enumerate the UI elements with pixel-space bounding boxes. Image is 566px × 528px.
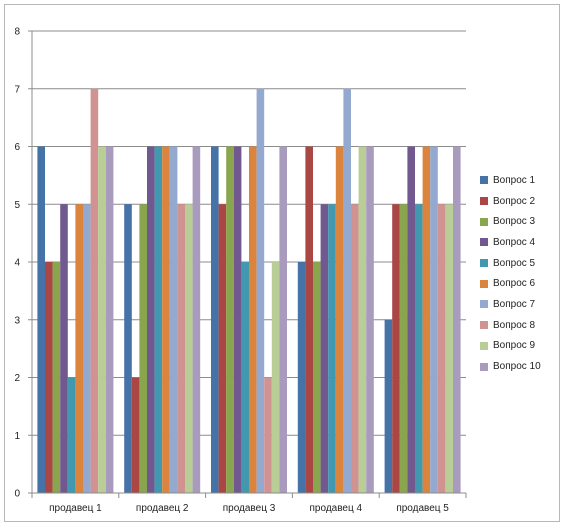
- legend-item: Вопрос 1: [480, 170, 560, 191]
- bar: [305, 146, 313, 493]
- legend-label: Вопрос 6: [493, 278, 536, 290]
- bar: [422, 146, 431, 493]
- bar: [437, 204, 446, 493]
- legend-label: Вопрос 10: [493, 361, 541, 373]
- legend-label: Вопрос 9: [493, 340, 536, 352]
- legend-swatch: [480, 321, 488, 330]
- bar: [60, 204, 68, 493]
- y-tick-label: 8: [14, 27, 20, 38]
- legend-item: Вопрос 4: [480, 232, 560, 253]
- bar: [124, 204, 132, 493]
- legend-swatch: [480, 259, 488, 268]
- legend-label: Вопрос 8: [493, 319, 536, 331]
- legend-label: Вопрос 3: [493, 216, 536, 228]
- legend-item: Вопрос 5: [480, 253, 560, 274]
- x-tick-label: продавец 4: [310, 503, 363, 514]
- legend-swatch: [480, 362, 488, 371]
- legend-swatch: [480, 341, 488, 350]
- bar: [105, 146, 114, 493]
- legend-swatch: [480, 197, 488, 206]
- y-tick-label: 3: [14, 315, 20, 326]
- bar: [328, 204, 336, 493]
- legend-item: Вопрос 7: [480, 294, 560, 315]
- bar: [52, 262, 61, 493]
- bar: [399, 204, 408, 493]
- bar: [192, 146, 201, 493]
- legend-item: Вопрос 6: [480, 273, 560, 294]
- bar: [343, 88, 351, 493]
- y-tick-label: 6: [14, 142, 20, 153]
- bar: [384, 319, 393, 493]
- y-tick-label: 1: [14, 431, 20, 442]
- bar: [83, 204, 91, 493]
- y-tick-label: 0: [14, 489, 20, 500]
- legend-item: Вопрос 10: [480, 356, 560, 377]
- x-tick-label: продавец 5: [396, 503, 449, 514]
- y-tick-label: 4: [14, 258, 20, 269]
- legend-item: Вопрос 8: [480, 315, 560, 336]
- bar: [358, 146, 367, 493]
- bar: [75, 204, 83, 493]
- bar: [45, 262, 53, 493]
- bar: [313, 262, 321, 493]
- bar: [335, 146, 344, 493]
- bar: [407, 146, 415, 493]
- bar: [98, 146, 106, 493]
- bar: [185, 204, 193, 493]
- legend-swatch: [480, 279, 488, 288]
- bar: [256, 88, 265, 493]
- bar: [154, 146, 163, 493]
- x-tick-label: продавец 1: [49, 503, 102, 514]
- bar: [320, 204, 329, 493]
- bar: [297, 262, 306, 493]
- bar: [241, 262, 249, 493]
- legend-label: Вопрос 5: [493, 257, 536, 269]
- bar: [139, 204, 147, 493]
- bar: [279, 146, 287, 493]
- legend-item: Вопрос 3: [480, 211, 560, 232]
- legend-swatch: [480, 176, 488, 185]
- bar: [366, 146, 374, 493]
- bar: [233, 146, 242, 493]
- bar: [37, 146, 45, 493]
- bar: [445, 204, 453, 493]
- bar: [90, 88, 99, 493]
- legend-item: Вопрос 2: [480, 191, 560, 212]
- legend-label: Вопрос 2: [493, 195, 536, 207]
- legend-label: Вопрос 1: [493, 174, 536, 186]
- bar: [249, 146, 257, 493]
- legend-swatch: [480, 300, 488, 309]
- legend-label: Вопрос 4: [493, 236, 536, 248]
- bar: [147, 146, 155, 493]
- chart-legend: Вопрос 1 Вопрос 2 Вопрос 3 Вопрос 4 Вопрос 5…: [480, 170, 560, 377]
- x-tick-label: продавец 2: [136, 503, 189, 514]
- bar: [415, 204, 423, 493]
- bar: [131, 377, 140, 493]
- legend-label: Вопрос 7: [493, 298, 536, 310]
- bar: [177, 204, 185, 493]
- bar: [169, 146, 178, 493]
- bar: [351, 204, 359, 493]
- x-tick-label: продавец 3: [223, 503, 276, 514]
- bar: [430, 146, 438, 493]
- bar: [67, 377, 76, 493]
- legend-item: Вопрос 9: [480, 336, 560, 357]
- legend-swatch: [480, 238, 488, 247]
- bar: [211, 146, 219, 493]
- legend-swatch: [480, 217, 488, 226]
- bar: [453, 146, 461, 493]
- y-tick-label: 5: [14, 200, 20, 211]
- bar: [271, 262, 280, 493]
- bar: [226, 146, 234, 493]
- y-tick-label: 2: [14, 373, 20, 384]
- bar: [162, 146, 170, 493]
- bar: [264, 377, 272, 493]
- bar: [218, 204, 227, 493]
- bar: [392, 204, 400, 493]
- y-tick-label: 7: [14, 84, 20, 95]
